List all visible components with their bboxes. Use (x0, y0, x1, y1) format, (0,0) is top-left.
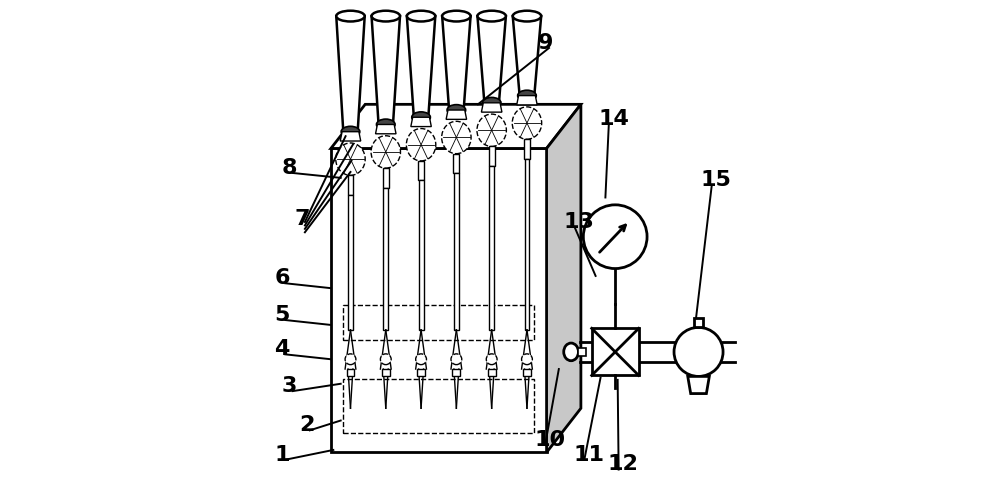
Ellipse shape (336, 143, 365, 176)
Ellipse shape (442, 121, 471, 154)
Ellipse shape (564, 343, 578, 361)
Text: 2: 2 (299, 415, 314, 435)
Text: 13: 13 (564, 212, 595, 232)
Bar (343, 305, 534, 340)
Polygon shape (446, 110, 467, 119)
Ellipse shape (451, 354, 462, 365)
Bar (382, 369, 390, 377)
Polygon shape (336, 16, 365, 137)
Text: 15: 15 (701, 170, 732, 190)
Bar (489, 146, 495, 166)
Ellipse shape (522, 354, 532, 365)
Bar (578, 348, 586, 356)
Bar (383, 188, 388, 330)
Ellipse shape (380, 354, 391, 365)
Ellipse shape (371, 136, 400, 168)
Bar (453, 154, 459, 173)
Polygon shape (372, 16, 400, 130)
Ellipse shape (345, 354, 356, 365)
Text: 5: 5 (274, 305, 290, 325)
Polygon shape (407, 16, 435, 123)
Polygon shape (340, 132, 361, 141)
Ellipse shape (336, 11, 365, 22)
Text: 11: 11 (574, 445, 605, 464)
Ellipse shape (412, 112, 430, 123)
Ellipse shape (477, 11, 506, 22)
Bar (452, 369, 460, 377)
Bar (523, 369, 531, 377)
Bar (418, 161, 424, 180)
Text: 10: 10 (534, 430, 565, 450)
Circle shape (674, 327, 723, 377)
Text: 7: 7 (294, 210, 310, 229)
Ellipse shape (486, 354, 497, 365)
Ellipse shape (518, 90, 536, 101)
Bar (348, 176, 353, 195)
Polygon shape (481, 103, 502, 112)
Ellipse shape (442, 11, 471, 22)
Bar (489, 166, 494, 330)
Ellipse shape (482, 98, 501, 108)
Text: 14: 14 (598, 109, 629, 129)
Ellipse shape (376, 119, 395, 130)
Bar (488, 369, 496, 377)
Bar (694, 317, 703, 327)
Polygon shape (477, 16, 506, 108)
Bar (454, 173, 459, 330)
Bar (331, 148, 547, 453)
Bar (524, 139, 530, 159)
Polygon shape (688, 377, 709, 393)
Polygon shape (517, 96, 537, 105)
Ellipse shape (512, 107, 542, 139)
Text: 12: 12 (608, 455, 639, 474)
Bar (348, 195, 353, 330)
Circle shape (583, 205, 647, 269)
Bar (419, 180, 424, 330)
Bar (347, 369, 354, 377)
Text: 6: 6 (274, 268, 290, 288)
Ellipse shape (477, 114, 506, 146)
Bar (383, 168, 389, 188)
Polygon shape (376, 124, 396, 134)
Bar (592, 328, 639, 376)
Text: 9: 9 (538, 33, 554, 53)
Polygon shape (442, 16, 471, 115)
Polygon shape (411, 117, 431, 127)
Ellipse shape (407, 11, 435, 22)
Text: 8: 8 (282, 158, 297, 178)
Polygon shape (547, 105, 581, 453)
Ellipse shape (416, 354, 426, 365)
Ellipse shape (341, 126, 360, 137)
Bar (525, 159, 529, 330)
Polygon shape (331, 105, 581, 148)
Bar (417, 369, 425, 377)
Ellipse shape (447, 105, 466, 115)
Polygon shape (513, 16, 541, 101)
Text: 1: 1 (274, 445, 290, 464)
Bar (343, 379, 534, 433)
Ellipse shape (372, 11, 400, 22)
Text: 3: 3 (282, 376, 297, 396)
Ellipse shape (513, 11, 541, 22)
Ellipse shape (406, 129, 436, 161)
Text: 4: 4 (274, 339, 290, 359)
